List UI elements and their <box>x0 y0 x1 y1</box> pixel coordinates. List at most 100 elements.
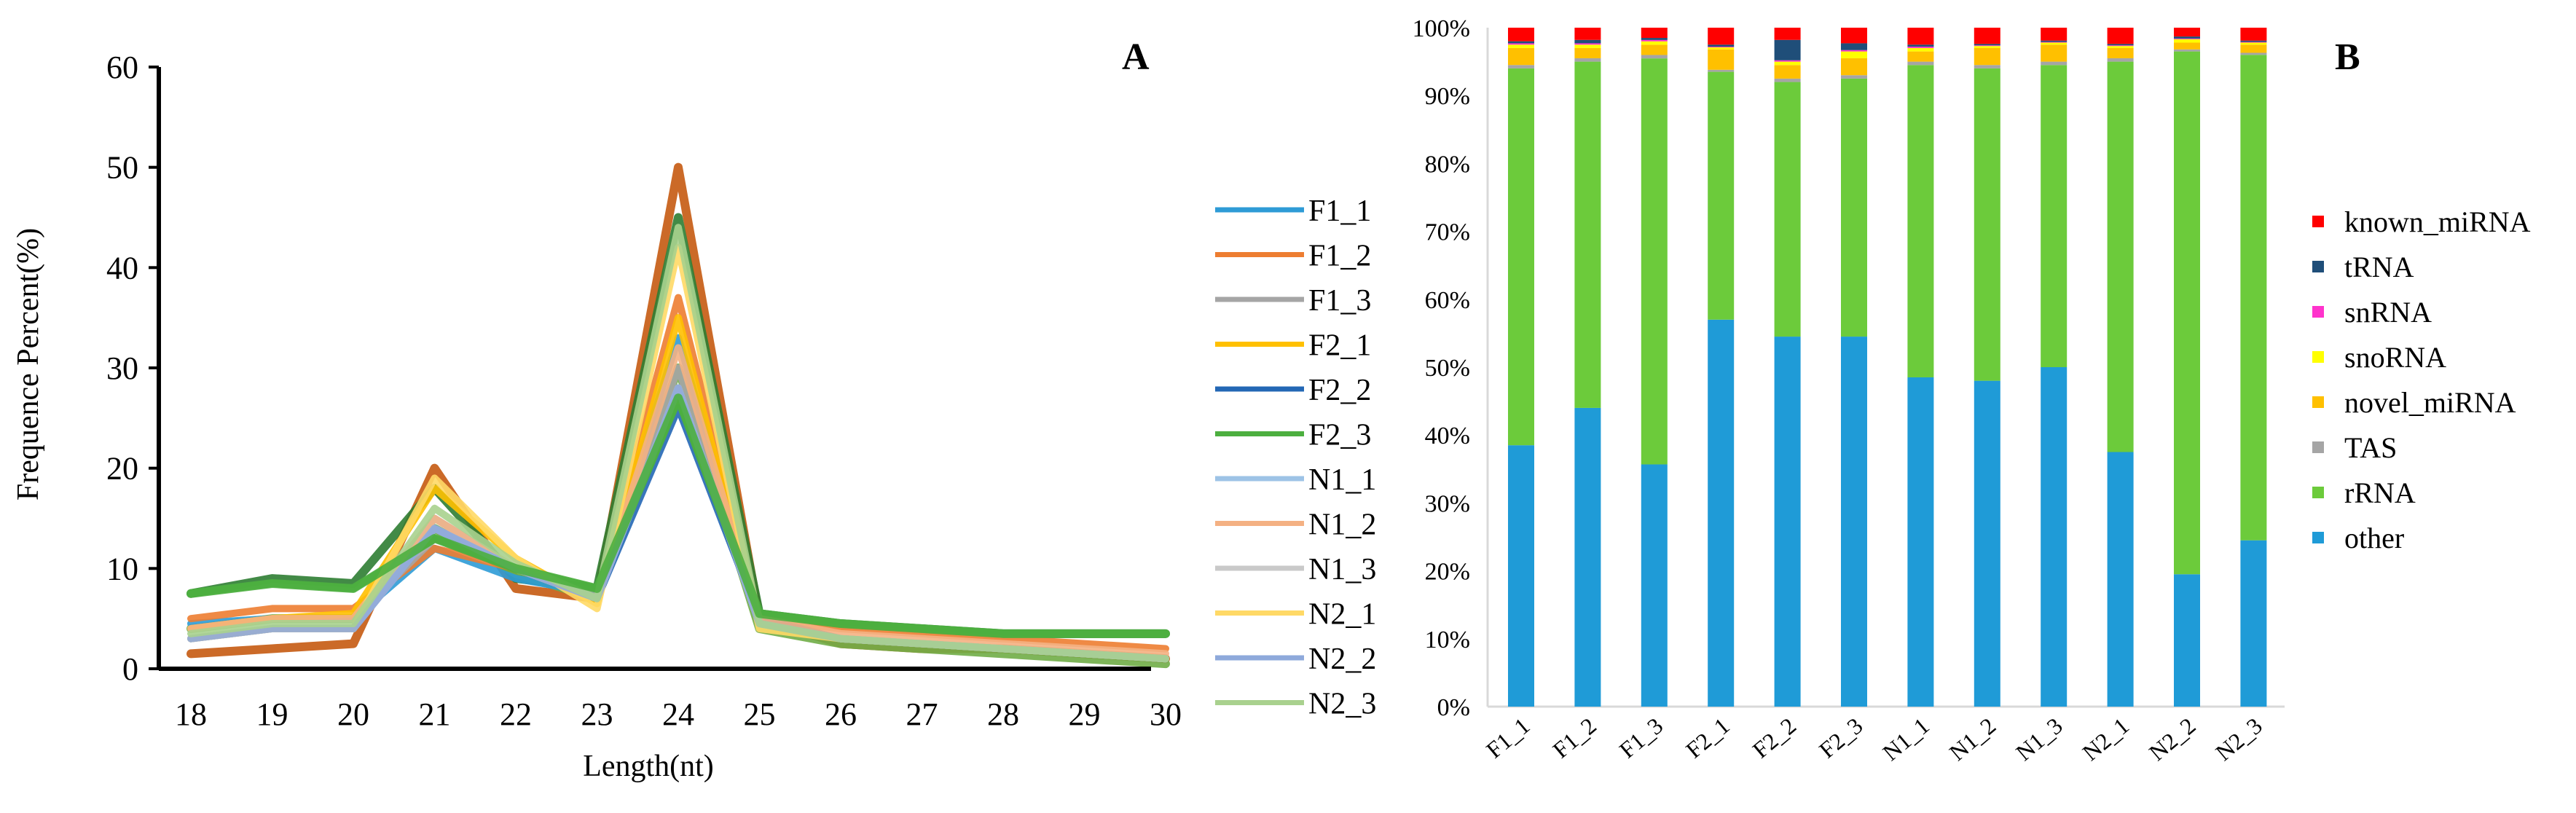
panel-a-y-tick-label: 0 <box>122 651 138 687</box>
panel-b-bar-segment-snoRNA <box>1774 61 1801 66</box>
panel-a-legend-label: N2_3 <box>1308 688 1376 721</box>
panel-b-bar-segment-known_miRNA <box>2107 28 2134 44</box>
panel-a-label: A <box>1122 36 1150 78</box>
panel-a-x-tick-label: 27 <box>906 696 938 732</box>
panel-b-y-tick-label: 70% <box>1425 219 1470 246</box>
panel-b-bar-segment-other <box>1974 380 2000 707</box>
panel-b-bar-segment-snRNA <box>1574 43 1601 45</box>
panel-b-bar-segment-other <box>2240 540 2267 707</box>
panel-b-bar-segment-other <box>1574 407 1601 707</box>
panel-b-bar-segment-known_miRNA <box>2240 28 2267 41</box>
panel-a-y-tick-label: 10 <box>106 551 138 586</box>
panel-b-legend-swatch <box>2312 396 2324 408</box>
panel-b-bar-segment-tRNA <box>2107 44 2134 46</box>
panel-b-legend-label: snRNA <box>2344 296 2432 329</box>
panel-a-x-tick-label: 18 <box>175 696 207 732</box>
panel-b-x-tick-label: F2_1 <box>1681 712 1735 763</box>
panel-b-bar-segment-other <box>1508 445 1534 707</box>
panel-b-y-tick-label: 0% <box>1437 694 1470 721</box>
panel-b-bar-segment-snRNA <box>2240 42 2267 43</box>
panel-a-x-tick-label: 30 <box>1150 696 1182 732</box>
panel-b-x-tick-label: F2_2 <box>1748 712 1802 763</box>
panel-b-legend-label: rRNA <box>2344 476 2416 509</box>
panel-b-bar-segment-other <box>1708 319 1735 707</box>
panel-b-bar-segment-rRNA <box>2174 51 2200 575</box>
panel-b-bar-segment-other <box>1641 464 1668 707</box>
panel-b-bar-segment-known_miRNA <box>1974 28 2000 44</box>
panel-b-y-tick-label: 50% <box>1425 355 1470 382</box>
panel-a-legend-label: N1_2 <box>1308 508 1376 542</box>
panel-b-bar-segment-TAS <box>1708 69 1735 72</box>
panel-b-bar-segment-TAS <box>2240 52 2267 55</box>
panel-b-bar-segment-rRNA <box>1708 71 1735 320</box>
panel-b-bar-segment-tRNA <box>1907 44 1934 47</box>
panel-a-legend-label: F2_1 <box>1308 329 1371 363</box>
panel-b-legend-swatch <box>2312 261 2324 272</box>
panel-b-legend-label: snoRNA <box>2344 341 2446 374</box>
panel-b-legend-label: novel_miRNA <box>2344 386 2516 419</box>
panel-a-x-tick-label: 24 <box>662 696 694 732</box>
panel-b-bar-segment-tRNA <box>2041 40 2068 42</box>
panel-b-legend: known_miRNA tRNA snRNA snoRNA novel_miRNA TAS… <box>2312 205 2531 554</box>
panel-b-y-tick-label: 30% <box>1425 490 1470 517</box>
panel-b-bar-segment-rRNA <box>1574 61 1601 408</box>
panel-b-bar-segment-novel_miRNA <box>1641 44 1668 55</box>
panel-b-bar-segment-snoRNA <box>1641 41 1668 45</box>
panel-b-bar-segment-tRNA <box>1574 39 1601 44</box>
panel-b-bar-segment-rRNA <box>2240 55 2267 541</box>
panel-a-x-tick-label: 25 <box>744 696 776 732</box>
panel-b-bar-segment-novel_miRNA <box>1974 47 2000 66</box>
panel-b-bar-segment-known_miRNA <box>2041 28 2068 41</box>
panel-b-bar-segment-other <box>2174 574 2200 707</box>
panel-a-y-tick-label: 50 <box>106 150 138 186</box>
panel-b-legend-swatch <box>2312 216 2324 227</box>
panel-b-bar-segment-TAS <box>1508 65 1534 68</box>
panel-a-y-tick-label: 40 <box>106 250 138 286</box>
panel-b-bar-segment-known_miRNA <box>1907 28 1934 45</box>
panel-a-series-line-N2_3 <box>187 224 1169 663</box>
panel-b-legend-label: TAS <box>2344 431 2397 464</box>
panel-a-line-chart: A 0 10 20 30 40 50 60 18 19 20 21 22 23 24 25 26 27 28 29… <box>12 36 1376 783</box>
panel-b-bar-segment-rRNA <box>1641 58 1668 465</box>
panel-b-x-tick-label: F1_1 <box>1481 712 1535 763</box>
panel-b-bar-segment-snoRNA <box>1708 47 1735 50</box>
panel-b-label: B <box>2335 36 2360 78</box>
panel-b-x-tick-label: N2_3 <box>2210 712 2267 766</box>
panel-a-y-tick-label: 20 <box>106 451 138 487</box>
panel-b-x-tick-label: N1_3 <box>2011 712 2068 766</box>
panel-b-bar-segment-snRNA <box>2041 42 2068 43</box>
panel-b-x-tick-label: N1_2 <box>1944 712 2001 766</box>
panel-b-bar-segment-tRNA <box>1774 39 1801 60</box>
panel-b-bar-segment-novel_miRNA <box>2041 44 2068 62</box>
panel-b-bar-segment-known_miRNA <box>1641 28 1668 39</box>
panel-b-y-tick-label: 60% <box>1425 287 1470 314</box>
panel-b-bar-segment-other <box>1774 337 1801 707</box>
panel-b-bar-segment-rRNA <box>1841 78 1867 337</box>
panel-b-bar-segment-snoRNA <box>1907 47 1934 52</box>
panel-b-bar-segment-novel_miRNA <box>1574 47 1601 58</box>
panel-b-bar-segment-other <box>2107 452 2134 707</box>
panel-b-bar-segment-tRNA <box>2174 36 2200 39</box>
panel-a-x-tick-label: 26 <box>825 696 857 732</box>
panel-b-bar-segment-novel_miRNA <box>2240 44 2267 53</box>
panel-b-bar-segment-rRNA <box>2041 65 2068 367</box>
panel-b-y-tick-label: 20% <box>1425 559 1470 586</box>
panel-b-bar-segment-rRNA <box>2107 61 2134 452</box>
panel-b-bar-segment-other <box>1841 337 1867 707</box>
panel-b-bar-segment-snRNA <box>1907 47 1934 48</box>
panel-b-bar-segment-snRNA <box>1774 60 1801 62</box>
panel-b-bar-segment-known_miRNA <box>1508 28 1534 42</box>
panel-b-bar-segment-novel_miRNA <box>1708 49 1735 70</box>
panel-b-bar-segment-TAS <box>1641 55 1668 59</box>
panel-b-bar-segment-snRNA <box>1641 39 1668 42</box>
panel-b-bar-segment-snRNA <box>1841 50 1867 52</box>
panel-b-bar-segment-TAS <box>1774 78 1801 82</box>
panel-a-legend-label: F1_3 <box>1308 284 1371 318</box>
panel-a-x-tick-label: 19 <box>256 696 288 732</box>
panel-b-bar-segment-TAS <box>2107 58 2134 62</box>
panel-a-legend-label: F2_3 <box>1308 419 1371 452</box>
panel-b-bar-segment-snoRNA <box>1974 46 2000 48</box>
panel-b-legend-swatch <box>2312 532 2324 543</box>
panel-b-y-tick-label: 100% <box>1413 15 1470 42</box>
